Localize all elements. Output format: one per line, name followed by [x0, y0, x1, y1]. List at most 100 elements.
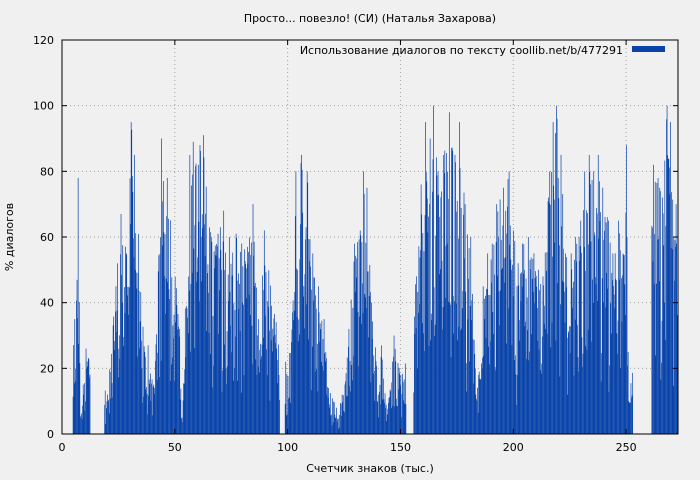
bar [614, 308, 615, 434]
bar [465, 363, 467, 434]
bar [324, 361, 326, 434]
bar [354, 291, 356, 434]
bar [73, 383, 75, 434]
bar [661, 321, 663, 434]
bar [467, 319, 469, 434]
bar [142, 402, 143, 434]
bar [316, 343, 318, 434]
bar [566, 337, 568, 434]
bar [443, 173, 445, 435]
bar [132, 191, 134, 434]
bar [656, 283, 657, 434]
bar [178, 336, 180, 434]
bar [188, 276, 190, 434]
bar [147, 345, 149, 434]
bar [567, 394, 569, 434]
bar [507, 206, 508, 434]
bar [508, 308, 509, 434]
bar [602, 187, 604, 434]
bar [654, 234, 656, 434]
bar [331, 425, 333, 434]
bar [490, 259, 492, 434]
bar [402, 381, 404, 434]
bar [300, 224, 301, 434]
bar [360, 323, 362, 434]
bar [310, 266, 311, 434]
bar [558, 198, 560, 434]
bar [160, 237, 161, 434]
bar [372, 321, 373, 434]
bar [386, 414, 388, 434]
bar [573, 281, 574, 434]
bar [214, 245, 216, 434]
bar [266, 375, 268, 434]
bar [561, 226, 562, 434]
bar [433, 105, 434, 435]
bar [188, 290, 190, 434]
bar [296, 268, 297, 434]
bar [73, 345, 74, 434]
bar [276, 348, 278, 434]
bar [381, 345, 382, 434]
bar [174, 381, 175, 434]
bar [587, 329, 589, 434]
bar [557, 283, 558, 434]
bar [590, 184, 591, 434]
bar [240, 392, 242, 434]
bar [444, 150, 446, 434]
bar [232, 380, 234, 434]
bar [75, 380, 77, 434]
bar [602, 302, 604, 434]
bar [175, 288, 177, 434]
bar [576, 243, 578, 434]
bar [390, 391, 392, 434]
legend-label: Использование диалогов по тексту coollib… [300, 44, 623, 57]
bar [485, 295, 486, 434]
bar [389, 396, 390, 434]
bar [157, 352, 159, 434]
bar [503, 258, 505, 434]
bar [159, 253, 161, 434]
bar [329, 404, 331, 434]
bar [588, 154, 590, 435]
bar [183, 383, 185, 434]
bar [654, 181, 656, 434]
bar [295, 171, 297, 434]
bar [529, 260, 531, 434]
bar [336, 421, 338, 434]
bar [623, 255, 625, 434]
bar [516, 286, 518, 434]
bar [307, 182, 309, 434]
bar [298, 334, 300, 434]
bar [289, 353, 291, 434]
bar [357, 311, 359, 434]
bar [342, 402, 344, 434]
bar [169, 380, 171, 434]
bar [107, 401, 109, 434]
bar [615, 279, 617, 434]
bar [425, 172, 427, 434]
bar [384, 393, 386, 434]
bar [670, 247, 672, 434]
bar [495, 242, 497, 434]
bar [500, 239, 502, 434]
bar [415, 284, 416, 434]
bar [596, 207, 597, 434]
bar [87, 366, 89, 434]
bar [520, 273, 521, 434]
bar [533, 253, 535, 434]
bar [659, 191, 661, 434]
bar [454, 154, 456, 435]
bar [495, 370, 496, 434]
bar [306, 171, 308, 434]
bar [172, 325, 174, 434]
bar [200, 236, 202, 434]
bar [139, 321, 141, 434]
bar [450, 357, 452, 434]
bar [404, 363, 406, 434]
bar [475, 394, 477, 434]
bar [363, 193, 365, 434]
bar [472, 338, 474, 434]
bar [291, 329, 293, 434]
bar [324, 353, 326, 434]
